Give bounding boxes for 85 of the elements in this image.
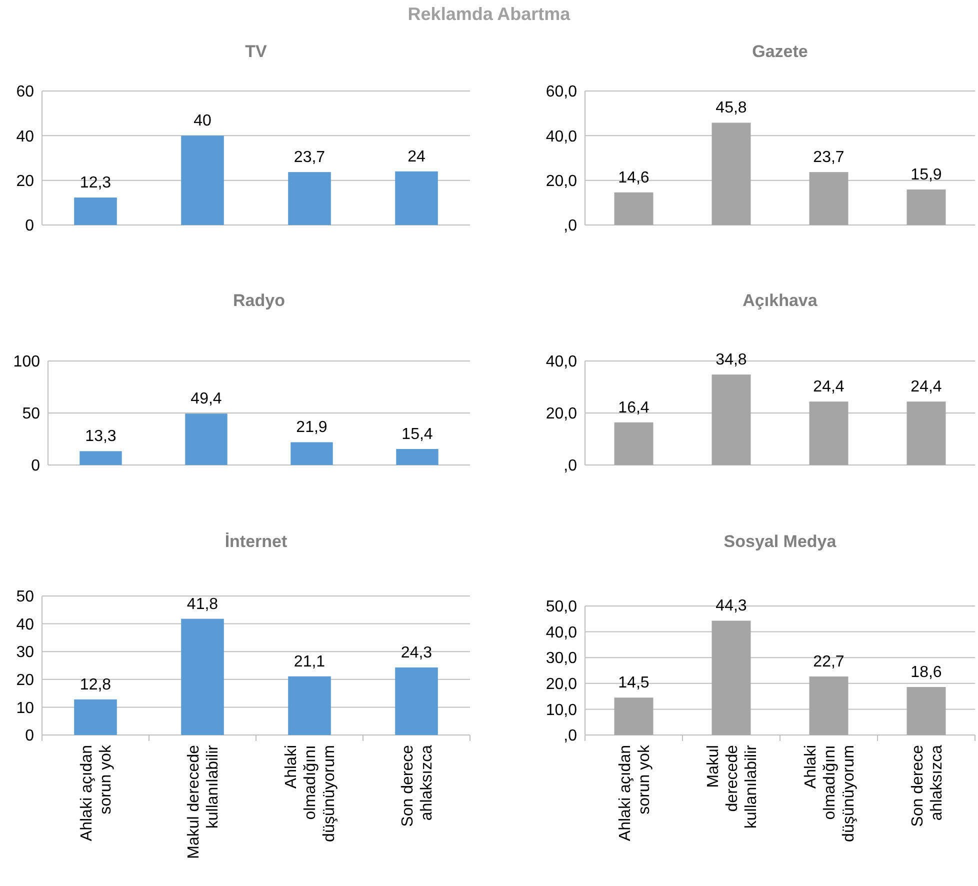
data-label: 49,4 — [190, 390, 222, 408]
bar — [74, 699, 117, 735]
bar — [614, 422, 654, 465]
y-tick-label: 20 — [16, 672, 34, 689]
bar — [614, 192, 654, 225]
data-label: 34,8 — [716, 352, 747, 369]
data-label: 23,7 — [813, 149, 844, 166]
y-tick-label: 50,0 — [546, 598, 578, 616]
data-label: 13,3 — [85, 428, 116, 446]
bar — [80, 451, 122, 465]
chart-title: Gazete — [752, 42, 808, 61]
data-label: 24,3 — [400, 644, 432, 662]
x-tick-label: Makul derecede kullanılabilir — [186, 744, 222, 859]
y-tick-label: 10,0 — [546, 702, 578, 719]
y-tick-label: 0 — [25, 218, 34, 235]
y-tick-label: 50 — [16, 588, 34, 606]
chart-title: TV — [245, 42, 268, 61]
data-label: 18,6 — [910, 664, 942, 682]
y-tick-label: 40,0 — [546, 624, 578, 642]
text: Reklamda Abartma — [408, 4, 572, 24]
bar — [185, 414, 228, 465]
data-label: 40 — [194, 112, 212, 130]
data-label: 21,9 — [296, 419, 328, 436]
data-label: 12,8 — [80, 676, 112, 694]
bar — [395, 667, 438, 735]
y-tick-label: 20,0 — [546, 676, 578, 693]
bar — [181, 136, 224, 225]
data-label: 15,9 — [910, 166, 942, 184]
y-tick-label: ,0 — [564, 458, 578, 475]
x-tick-label: Ahlaki açıdan sorun yok — [78, 744, 115, 842]
data-label: 23,7 — [294, 149, 326, 166]
y-tick-label: 40,0 — [546, 128, 578, 146]
data-label: 14,5 — [618, 674, 650, 692]
y-tick-label: 20 — [16, 172, 34, 190]
bar — [181, 618, 224, 735]
y-tick-label: 60,0 — [546, 84, 578, 101]
data-label: 44,3 — [716, 598, 747, 615]
chart-title: Sosyal Medya — [724, 532, 837, 551]
y-tick-label: 100 — [13, 354, 40, 371]
y-tick-label: ,0 — [564, 218, 578, 235]
y-tick-label: 0 — [25, 728, 34, 745]
y-tick-label: 20,0 — [546, 406, 578, 423]
data-label: 15,4 — [402, 426, 433, 443]
data-label: 24 — [408, 148, 426, 166]
y-tick-label: 40 — [16, 616, 34, 634]
y-tick-label: ,0 — [564, 728, 578, 745]
bar — [396, 448, 438, 465]
bar — [288, 676, 331, 735]
bar — [614, 698, 654, 735]
bar — [809, 402, 848, 465]
data-label: 12,3 — [80, 174, 112, 192]
chart-title: İnternet — [224, 532, 288, 551]
x-tick-label: Son derece ahlaksızca — [400, 744, 436, 827]
data-label: 22,7 — [813, 653, 844, 670]
data-label: 21,1 — [294, 653, 326, 670]
y-tick-label: 40,0 — [546, 354, 578, 371]
y-tick-label: 30,0 — [546, 650, 578, 668]
data-label: 41,8 — [186, 596, 218, 613]
bar — [906, 402, 946, 465]
data-label: 45,8 — [716, 100, 747, 117]
y-tick-label: 20,0 — [546, 172, 578, 190]
bar — [712, 122, 751, 225]
chart-title: Açıkhava — [742, 291, 818, 310]
data-label: 24,4 — [813, 378, 844, 396]
bar — [74, 198, 117, 225]
bar — [288, 172, 331, 225]
bar — [395, 171, 438, 225]
y-tick-label: 60 — [16, 84, 34, 101]
data-label: 24,4 — [910, 378, 942, 396]
bar — [290, 442, 333, 465]
chart-title: Radyo — [233, 291, 285, 310]
y-tick-label: 0 — [31, 458, 40, 475]
x-tick-label: Ahlaki açıdan sorun yok — [616, 744, 653, 842]
data-label: 16,4 — [618, 399, 650, 416]
bar — [712, 620, 751, 735]
bar — [809, 676, 848, 735]
y-tick-label: 10 — [16, 700, 34, 717]
bar — [906, 189, 946, 225]
data-label: 14,6 — [618, 169, 650, 186]
y-tick-label: 40 — [16, 128, 34, 146]
bar — [712, 374, 751, 465]
bar — [906, 687, 946, 735]
y-tick-label: 50 — [22, 406, 40, 423]
y-tick-label: 30 — [16, 644, 34, 662]
bar — [809, 172, 848, 225]
